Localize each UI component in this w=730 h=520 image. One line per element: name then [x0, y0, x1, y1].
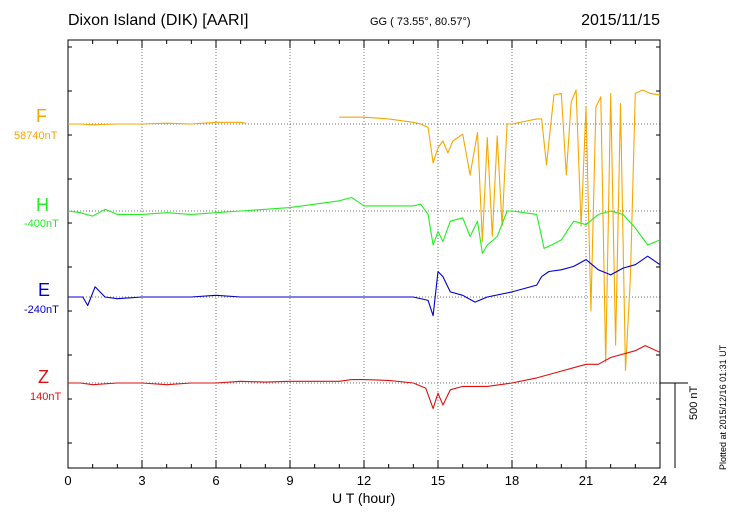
x-tick-label-18: 18 — [505, 473, 519, 488]
label-h-letter: H — [36, 195, 49, 215]
label-f-baseline: 58740nT — [14, 130, 58, 142]
label-h-baseline: -400nT — [24, 218, 59, 230]
x-tick-label-12: 12 — [357, 473, 371, 488]
label-f-letter: F — [36, 106, 47, 126]
series-h-line — [67, 196, 661, 255]
x-tick-label-3: 3 — [138, 473, 145, 488]
series-lines — [67, 89, 661, 410]
x-tick-label-24: 24 — [653, 473, 667, 488]
series-f-line — [339, 89, 661, 372]
x-tick-label-9: 9 — [286, 473, 293, 488]
ticks — [67, 40, 661, 468]
label-e-letter: E — [38, 280, 51, 300]
scale-bar — [660, 382, 688, 468]
geo-coords: GG ( 73.55°, 80.57°) — [370, 16, 471, 28]
scale-bar-label: 500 nT — [688, 385, 700, 420]
x-tick-label-6: 6 — [212, 473, 219, 488]
series-z-line — [68, 345, 661, 410]
label-e-baseline: -240nT — [24, 304, 59, 316]
station-title: Dixon Island (DIK) [AARI] — [68, 12, 249, 29]
x-tick-labels: 0 3 6 9 12 15 18 21 24 — [64, 473, 667, 488]
series-e-line — [68, 255, 661, 317]
x-tick-label-21: 21 — [579, 473, 593, 488]
label-z-letter: Z — [38, 367, 49, 387]
chart-date: 2015/11/15 — [581, 12, 660, 29]
series-f-line — [68, 121, 246, 126]
grid — [141, 40, 587, 468]
x-tick-label-15: 15 — [431, 473, 445, 488]
x-axis-label: U T (hour) — [332, 490, 396, 506]
label-z-baseline: 140nT — [30, 391, 62, 403]
x-tick-label-0: 0 — [64, 473, 71, 488]
plotted-timestamp: Plotted at 2015/12/16 01:31 UT — [718, 344, 728, 470]
